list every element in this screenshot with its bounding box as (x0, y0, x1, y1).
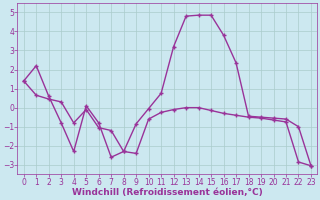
X-axis label: Windchill (Refroidissement éolien,°C): Windchill (Refroidissement éolien,°C) (72, 188, 263, 197)
